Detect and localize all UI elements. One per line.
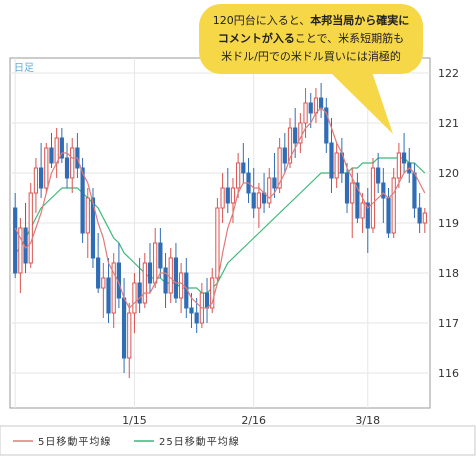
- candle-body: [132, 282, 137, 314]
- candle-body: [386, 197, 391, 234]
- x-tick-label: 1/15: [122, 414, 147, 427]
- candle-body: [127, 312, 132, 359]
- y-tick-label: 119: [438, 217, 459, 230]
- candle-body: [163, 267, 168, 294]
- candle-body: [49, 147, 54, 164]
- candle-body: [64, 157, 70, 179]
- legend-ma5-label: 5日移動平均線: [38, 435, 111, 448]
- candle-body: [417, 207, 422, 224]
- candle-body: [324, 107, 329, 144]
- candle-body: [158, 242, 163, 269]
- candle-body: [319, 97, 324, 109]
- candle-body: [28, 192, 33, 264]
- candle-body: [344, 172, 350, 204]
- candle-body: [230, 187, 236, 204]
- y-tick-label: 121: [438, 117, 459, 130]
- candles-layer: [13, 83, 427, 378]
- candle-body: [241, 162, 246, 174]
- callout-line-3: 米ドル/円での米ドル買いには消極的: [221, 49, 401, 63]
- candle-body: [329, 142, 334, 179]
- callout-line-1: 120円台に入ると、本邦当局から確実に: [213, 13, 410, 27]
- legend-ma25-label: 25日移動平均線: [159, 435, 240, 448]
- candle-body: [153, 242, 158, 284]
- callout-line-2: コメントが入ることで、米系短期筋も: [218, 31, 404, 45]
- candle-body: [287, 127, 293, 164]
- candle-body: [194, 312, 199, 324]
- candle-body: [18, 227, 23, 274]
- candle-body: [236, 162, 241, 189]
- y-tick-label: 120: [438, 167, 459, 180]
- candle-body: [376, 167, 381, 184]
- candle-body: [13, 207, 18, 274]
- callout-box: [199, 4, 423, 74]
- candle-body: [137, 282, 142, 304]
- candle-body: [39, 167, 44, 189]
- candle-body: [303, 102, 308, 124]
- candle-body: [391, 177, 396, 234]
- candle-body: [33, 167, 39, 194]
- ma5-line: [14, 107, 426, 309]
- candle-body: [85, 197, 90, 234]
- candle-body: [355, 182, 360, 219]
- x-tick-label: 3/18: [355, 414, 380, 427]
- y-axis-ticks: 116 117 118 119 120 121 122: [438, 67, 459, 380]
- callout-bubble: 120円台に入ると、本邦当局から確実に コメントが入ることで、米系短期筋も 米ド…: [199, 4, 423, 134]
- x-axis-ticks: 1/15 2/16 3/18: [122, 414, 380, 427]
- candle-body: [401, 152, 407, 164]
- y-tick-label: 118: [438, 267, 459, 280]
- candle-body: [412, 172, 417, 209]
- candle-body: [396, 152, 401, 179]
- plot-frame: [9, 57, 431, 409]
- candle-body: [215, 207, 220, 279]
- candle-body: [111, 262, 116, 314]
- candle-body: [313, 97, 319, 114]
- candle-body: [350, 182, 355, 204]
- candle-body: [256, 192, 261, 209]
- candle-body: [360, 202, 365, 219]
- candle-body: [54, 137, 59, 164]
- candle-body: [189, 307, 194, 314]
- candle-body: [210, 277, 215, 309]
- candle-body: [277, 147, 282, 189]
- candle-body: [121, 297, 127, 359]
- candle-body: [298, 122, 303, 144]
- candle-body: [59, 137, 64, 159]
- candle-body: [90, 197, 96, 259]
- candle-body: [168, 257, 173, 294]
- y-tick-label: 122: [438, 67, 459, 80]
- y-tick-label: 117: [438, 317, 459, 330]
- candle-body: [251, 192, 256, 209]
- candle-body: [106, 277, 111, 314]
- candle-body: [282, 147, 287, 164]
- candle-body: [204, 292, 210, 309]
- candle-body: [96, 257, 101, 289]
- candle-body: [44, 147, 49, 189]
- candle-body: [422, 212, 427, 224]
- grid-lines: [10, 58, 430, 408]
- candle-body: [70, 147, 75, 179]
- candle-body: [173, 257, 179, 299]
- candle-body: [365, 202, 370, 229]
- candle-body: [142, 262, 147, 304]
- candle-body: [101, 277, 106, 289]
- y-tick-label: 116: [438, 367, 459, 380]
- candle-body: [293, 127, 298, 144]
- candle-body: [80, 167, 85, 234]
- callout-pointer: [330, 72, 393, 134]
- legend-frame: [0, 425, 476, 456]
- candle-body: [179, 272, 184, 299]
- candle-body: [308, 102, 313, 114]
- candle-body: [272, 177, 277, 189]
- candle-body: [370, 167, 376, 229]
- candle-body: [267, 177, 272, 204]
- candle-body: [381, 182, 386, 199]
- candle-body: [220, 187, 225, 209]
- x-tick-label: 2/16: [241, 414, 266, 427]
- candle-body: [147, 262, 153, 284]
- candle-body: [225, 187, 230, 204]
- ma5-layer: [14, 107, 426, 309]
- period-label: 日足: [14, 62, 34, 74]
- candle-body: [334, 152, 339, 179]
